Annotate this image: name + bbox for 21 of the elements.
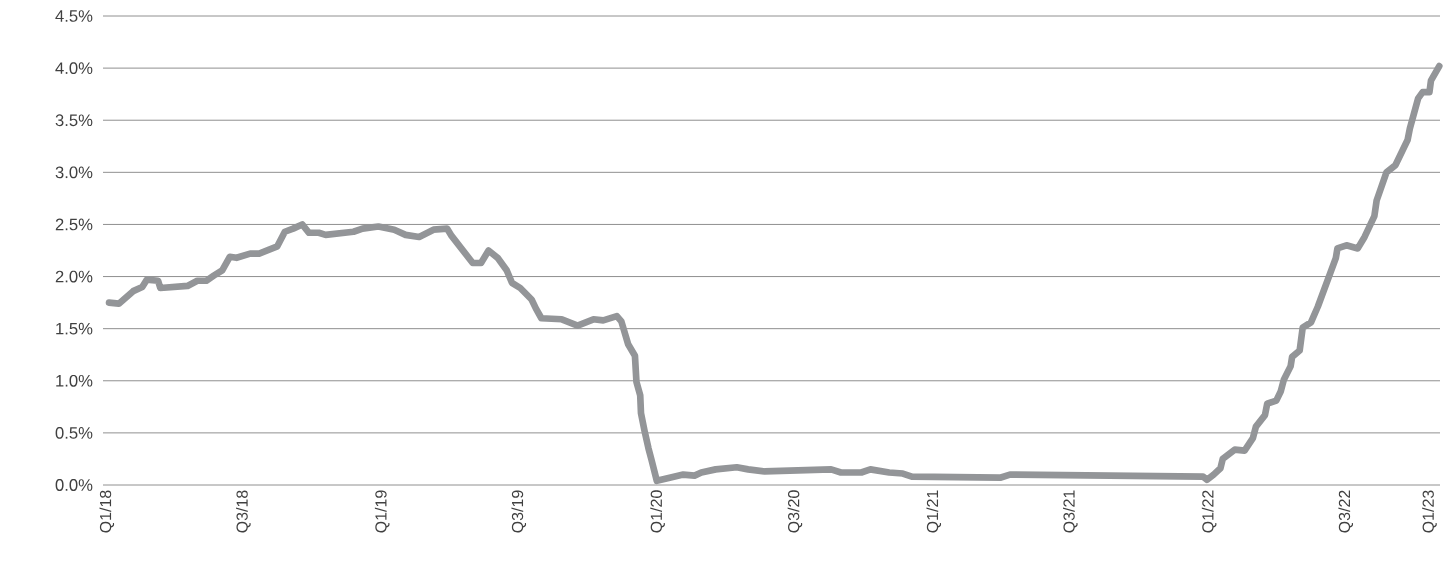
x-tick-label: Q3/20 <box>787 490 803 533</box>
y-tick-label: 0.5% <box>55 427 93 439</box>
y-tick-label: 2.5% <box>55 218 93 231</box>
x-tick-label: Q3/22 <box>1338 490 1354 533</box>
x-tick-label: Q1/20 <box>650 490 665 533</box>
x-tick-label: Q1/19 <box>374 490 390 533</box>
x-tick-label: Q1/21 <box>926 490 942 533</box>
y-tick-label: 4.0% <box>55 62 93 75</box>
y-tick-label: 1.5% <box>56 322 93 335</box>
y-tick-label: 3.0% <box>55 166 93 179</box>
y-tick-label: 1.0% <box>56 374 93 387</box>
y-tick-label: 4.5% <box>55 10 93 22</box>
x-tick-label: Q3/21 <box>1063 490 1078 533</box>
y-tick-label: 3.5% <box>55 114 93 127</box>
x-tick-label: Q1/23 <box>1422 490 1437 533</box>
x-tick-label: Q1/22 <box>1201 490 1217 533</box>
x-tick-label: Q3/18 <box>236 490 251 533</box>
y-tick-label: 0.0% <box>55 479 93 491</box>
y-tick-label: 2.0% <box>55 270 93 283</box>
x-tick-label: Q3/19 <box>511 490 527 533</box>
x-tick-label: Q1/18 <box>99 490 115 533</box>
